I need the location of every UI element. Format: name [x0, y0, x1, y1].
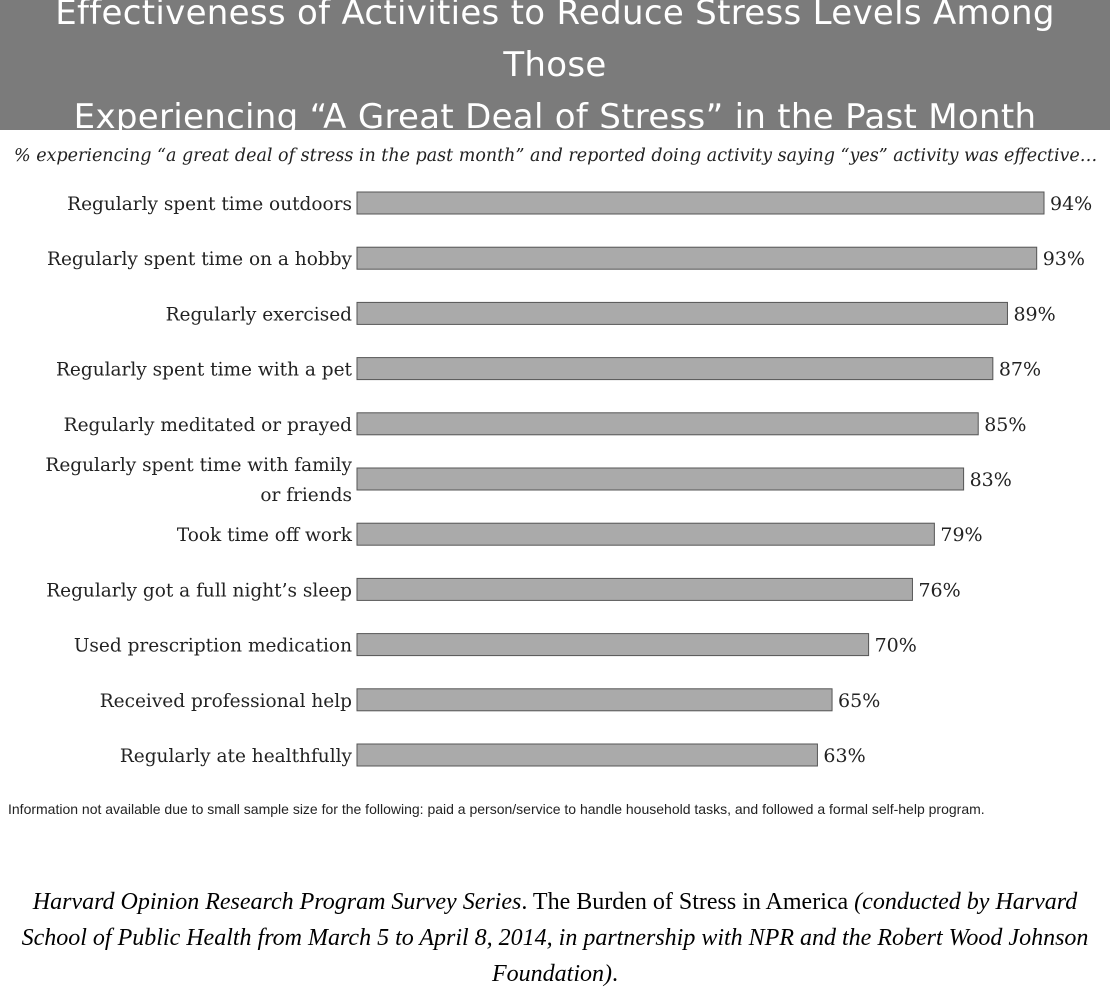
- value-label: 89%: [1013, 303, 1055, 325]
- category-label: Regularly spent time with family: [45, 455, 352, 476]
- citation-details: (conducted by Harvard School of Public H…: [21, 889, 1089, 987]
- bar: [356, 246, 1038, 270]
- category-label: Used prescription medication: [74, 636, 352, 657]
- category-label: Regularly meditated or prayed: [64, 415, 352, 436]
- category-label: Regularly spent time outdoors: [67, 194, 352, 215]
- bar: [356, 412, 979, 436]
- category-label: Took time off work: [177, 525, 353, 546]
- bar: [356, 467, 965, 491]
- value-label: 76%: [918, 579, 960, 601]
- value-label: 63%: [823, 745, 865, 767]
- category-label: or friends: [260, 485, 352, 506]
- footnote: Information not available due to small s…: [8, 801, 985, 817]
- chart-subtitle: % experiencing “a great deal of stress i…: [14, 146, 1098, 166]
- citation-series: Harvard Opinion Research Program Survey …: [32, 889, 522, 915]
- value-label: 70%: [875, 635, 917, 657]
- category-label: Regularly exercised: [166, 304, 353, 325]
- bar-chart: 94% Regularly spent time outdoors 93% Regul…: [45, 191, 1092, 767]
- category-label: Received professional help: [100, 691, 352, 712]
- value-label: 65%: [838, 690, 880, 712]
- bar: [356, 357, 994, 381]
- bar: [356, 577, 913, 601]
- citation: Harvard Opinion Research Program Survey …: [0, 884, 1110, 992]
- chart-title-line-2: Experiencing “A Great Deal of Stress” in…: [73, 97, 1037, 137]
- bar: [356, 743, 818, 767]
- bar: [356, 688, 833, 712]
- bar: [356, 633, 870, 657]
- category-label: Regularly spent time on a hobby: [47, 249, 352, 270]
- value-label: 85%: [984, 414, 1026, 436]
- value-label: 93%: [1043, 248, 1085, 270]
- chart-title-line-1: Effectiveness of Activities to Reduce St…: [55, 0, 1055, 85]
- category-label: Regularly got a full night’s sleep: [46, 580, 352, 601]
- citation-report: . The Burden of Stress in America: [521, 889, 855, 915]
- bar: [356, 301, 1008, 325]
- value-label: 83%: [970, 469, 1012, 491]
- category-label: Regularly spent time with a pet: [56, 360, 353, 381]
- bar: [356, 522, 935, 546]
- citation-end: .: [612, 961, 618, 987]
- chart-title: Effectiveness of Activities to Reduce St…: [15, 0, 1095, 143]
- title-band: Effectiveness of Activities to Reduce St…: [0, 0, 1110, 137]
- value-label: 87%: [999, 359, 1041, 381]
- bar: [356, 191, 1045, 215]
- value-label: 79%: [940, 524, 982, 546]
- category-label: Regularly ate healthfully: [120, 746, 353, 767]
- value-label: 94%: [1050, 193, 1092, 215]
